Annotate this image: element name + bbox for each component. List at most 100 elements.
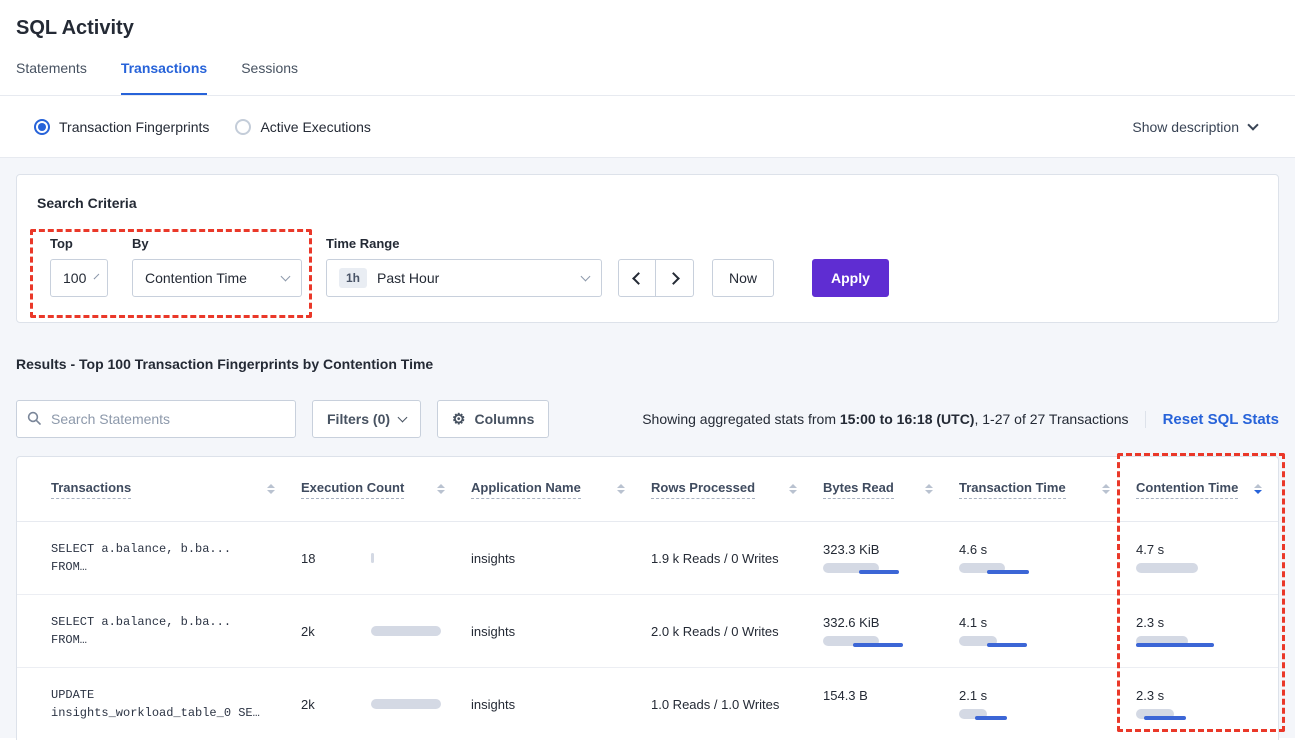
column-header-execution-count[interactable]: Execution Count (301, 480, 471, 499)
show-description-toggle[interactable]: Show description (1132, 119, 1259, 135)
radio-active-executions[interactable]: Active Executions (235, 118, 371, 135)
bar-gray (959, 709, 987, 719)
bar-gray (371, 552, 374, 563)
columns-label: Columns (474, 411, 535, 427)
bar-gray (959, 563, 1005, 573)
sql-text-line: FROM… (51, 560, 88, 574)
radio-transaction-fingerprints[interactable]: Transaction Fingerprints (34, 118, 210, 135)
bytes-read-cell: 154.3 B (823, 688, 959, 720)
top-label: Top (50, 236, 73, 251)
time-range-badge: 1h (339, 268, 368, 288)
content-area: Search Criteria Top 100 By Contention Ti… (0, 158, 1295, 740)
bar-gray (1136, 709, 1174, 719)
columns-button[interactable]: ⚙ Columns (437, 400, 550, 438)
tab-transactions[interactable]: Transactions (120, 40, 208, 95)
bar-blue (987, 643, 1027, 647)
gear-icon: ⚙ (452, 410, 466, 428)
bar-gray (1136, 563, 1198, 573)
radio-label: Active Executions (260, 118, 371, 135)
execution-count-bar (371, 625, 453, 637)
sort-icon (1102, 484, 1110, 494)
transaction-time-value: 2.1 s (959, 688, 988, 703)
execution-count-cell: 2k (301, 624, 471, 639)
by-select[interactable]: Contention Time (132, 259, 302, 297)
tab-statements[interactable]: Statements (16, 60, 87, 76)
rows-processed-cell: 1.9 k Reads / 0 Writes (651, 550, 779, 566)
time-range-field: Time Range 1h Past Hour (326, 236, 602, 297)
transaction-time-value: 4.1 s (959, 615, 988, 630)
filter-row: Filters (0) ⚙ Columns Showing aggregated… (16, 400, 1279, 438)
stats-summary: Showing aggregated stats from 15:00 to 1… (642, 411, 1128, 427)
column-header-transactions[interactable]: Transactions (51, 480, 301, 499)
reset-sql-stats-link[interactable]: Reset SQL Stats (1144, 410, 1279, 428)
bar-blue (853, 643, 903, 647)
column-header-application-name[interactable]: Application Name (471, 480, 651, 499)
contention-time-value: 4.7 s (1136, 542, 1165, 557)
search-wrap (16, 400, 296, 438)
time-step-buttons (618, 259, 694, 297)
apply-button[interactable]: Apply (812, 259, 889, 297)
execution-count-value: 2k (301, 696, 315, 712)
column-header-bytes-read[interactable]: Bytes Read (823, 480, 959, 499)
bytes-read-value: 154.3 B (823, 688, 868, 703)
contention-time-bar (1136, 636, 1218, 647)
bar-gray (823, 563, 879, 573)
page-title: SQL Activity (16, 17, 134, 39)
by-label: By (132, 236, 149, 251)
search-criteria-title: Search Criteria (37, 195, 137, 211)
contention-time-cell: 2.3 s (1136, 688, 1268, 720)
contention-time-bar (1136, 563, 1218, 574)
stats-prefix: Showing aggregated stats from (642, 411, 840, 427)
top-select[interactable]: 100 (50, 259, 108, 297)
execution-count-bar (371, 552, 453, 564)
sort-icon (925, 484, 933, 494)
stats-suffix: , 1-27 of 27 Transactions (974, 411, 1129, 427)
radio-checked-icon (34, 118, 50, 135)
bar-blue (859, 570, 899, 574)
transaction-time-value: 4.6 s (959, 542, 988, 557)
bar-blue (987, 570, 1029, 574)
view-toggle-row: Transaction Fingerprints Active Executio… (0, 96, 1295, 158)
bar-gray (1136, 636, 1188, 646)
column-header-transaction-time[interactable]: Transaction Time (959, 480, 1136, 499)
bytes-read-bar (823, 636, 905, 647)
search-criteria-card: Search Criteria Top 100 By Contention Ti… (16, 174, 1279, 323)
search-input[interactable] (16, 400, 296, 438)
radio-unchecked-icon (235, 118, 252, 135)
bar-gray (823, 636, 879, 646)
transaction-fingerprint-link[interactable]: SELECT a.balance, b.ba... FROM… (51, 540, 301, 576)
criteria-controls: Top 100 By Contention Time Time Range 1h… (50, 236, 1258, 297)
sql-text-line: SELECT a.balance, b.ba... (51, 615, 232, 629)
execution-count-value: 2k (301, 623, 315, 639)
bar-gray (371, 698, 441, 709)
top-field: Top 100 (50, 236, 132, 297)
table-header-row: Transactions Execution Count Application… (17, 457, 1278, 522)
bytes-read-bar (823, 563, 905, 574)
time-range-select[interactable]: 1h Past Hour (326, 259, 602, 297)
time-range-value: Past Hour (377, 270, 440, 286)
application-name-cell: insights (471, 696, 516, 712)
previous-time-button[interactable] (618, 259, 656, 297)
contention-time-value: 2.3 s (1136, 615, 1165, 630)
sort-desc-icon (1254, 484, 1262, 494)
sql-text-line: UPDATE (51, 688, 95, 702)
table-row: SELECT a.balance, b.ba... FROM… 2k insig… (17, 595, 1278, 668)
tab-bar: Statements Transactions Sessions (0, 40, 1295, 96)
transactions-table: Transactions Execution Count Application… (16, 456, 1279, 740)
radio-label: Transaction Fingerprints (59, 118, 210, 135)
transaction-time-cell: 2.1 s (959, 688, 1136, 720)
transaction-fingerprint-link[interactable]: SELECT a.balance, b.ba... FROM… (51, 613, 301, 649)
column-header-contention-time[interactable]: Contention Time (1136, 480, 1268, 499)
now-button[interactable]: Now (712, 259, 775, 297)
table-row: SELECT a.balance, b.ba... FROM… 18 insig… (17, 522, 1278, 595)
transaction-time-bar (959, 709, 1041, 720)
execution-count-bar (371, 698, 453, 710)
filters-button[interactable]: Filters (0) (312, 400, 422, 438)
transaction-fingerprint-link[interactable]: UPDATE insights_workload_table_0 SE… (51, 686, 301, 722)
bytes-read-cell: 323.3 KiB (823, 542, 959, 574)
transaction-time-cell: 4.1 s (959, 615, 1136, 647)
tab-sessions[interactable]: Sessions (241, 60, 299, 76)
column-header-rows-processed[interactable]: Rows Processed (651, 480, 823, 499)
sort-icon (437, 484, 445, 494)
next-time-button[interactable] (656, 259, 694, 297)
